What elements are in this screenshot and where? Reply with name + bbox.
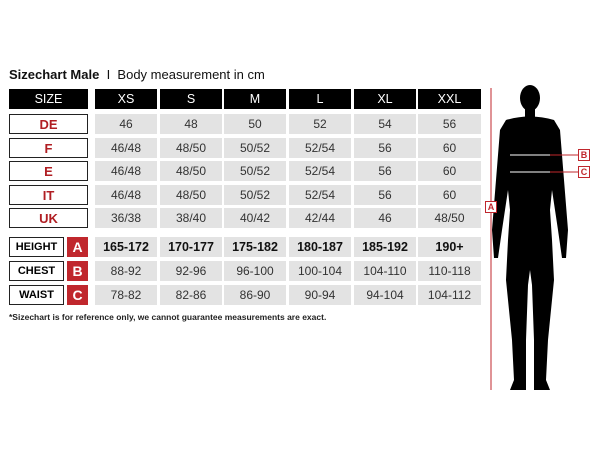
size-system-label: E (9, 161, 88, 181)
size-cell: 48/50 (160, 161, 222, 181)
measurement-cell: 104-112 (418, 285, 481, 305)
size-header-cell: M (224, 89, 286, 109)
measurement-cell: 88-92 (95, 261, 157, 281)
measurement-cell: 96-100 (224, 261, 286, 281)
measurement-cell: 175-182 (224, 237, 286, 257)
measurement-label: WAIST (9, 285, 64, 305)
size-header-cell: XS (95, 89, 157, 109)
measurement-cell: 165-172 (95, 237, 157, 257)
size-cell: 46/48 (95, 185, 157, 205)
size-cell: 56 (354, 161, 416, 181)
measurement-letter-badge: C (67, 285, 88, 305)
measurement-label: CHEST (9, 261, 64, 281)
size-cell: 42/44 (289, 208, 351, 228)
size-cell: 50/52 (224, 161, 286, 181)
marker-a-height: A (485, 201, 497, 213)
size-cell: 52/54 (289, 185, 351, 205)
page-title: Sizechart Male I Body measurement in cm (9, 67, 265, 82)
footnote: *Sizechart is for reference only, we can… (9, 312, 327, 322)
size-header-cell: XL (354, 89, 416, 109)
marker-c-waist: C (578, 166, 590, 178)
size-cell: 56 (354, 185, 416, 205)
size-cell: 52/54 (289, 161, 351, 181)
size-cell: 48 (160, 114, 222, 134)
size-system-label: UK (9, 208, 88, 228)
measurement-cell: 170-177 (160, 237, 222, 257)
measurement-cell: 110-118 (418, 261, 481, 281)
size-header-cell: XXL (418, 89, 481, 109)
body-silhouette-figure (490, 85, 578, 390)
size-system-label: DE (9, 114, 88, 134)
size-cell: 60 (418, 138, 481, 158)
marker-b-chest: B (578, 149, 590, 161)
size-header-cell: S (160, 89, 222, 109)
size-cell: 50 (224, 114, 286, 134)
size-cell: 48/50 (418, 208, 481, 228)
size-cell: 46/48 (95, 138, 157, 158)
measurement-label: HEIGHT (9, 237, 64, 257)
size-cell: 46 (354, 208, 416, 228)
size-cell: 52/54 (289, 138, 351, 158)
measurement-cell: 104-110 (354, 261, 416, 281)
measurement-cell: 92-96 (160, 261, 222, 281)
size-cell: 46/48 (95, 161, 157, 181)
size-cell: 46 (95, 114, 157, 134)
size-cell: 60 (418, 161, 481, 181)
size-system-label: F (9, 138, 88, 158)
size-cell: 54 (354, 114, 416, 134)
size-header: SIZE (9, 89, 88, 109)
measurement-cell: 94-104 (354, 285, 416, 305)
measurement-cell: 180-187 (289, 237, 351, 257)
measurement-cell: 78-82 (95, 285, 157, 305)
measurement-cell: 190+ (418, 237, 481, 257)
measurement-cell: 82-86 (160, 285, 222, 305)
measurement-cell: 90-94 (289, 285, 351, 305)
size-header-cell: L (289, 89, 351, 109)
size-cell: 60 (418, 185, 481, 205)
size-cell: 50/52 (224, 138, 286, 158)
measurement-letter-badge: B (67, 261, 88, 281)
measurement-cell: 185-192 (354, 237, 416, 257)
size-cell: 48/50 (160, 185, 222, 205)
measurement-letter-badge: A (67, 237, 88, 257)
size-cell: 40/42 (224, 208, 286, 228)
size-cell: 36/38 (95, 208, 157, 228)
size-system-label: IT (9, 185, 88, 205)
size-cell: 52 (289, 114, 351, 134)
size-cell: 48/50 (160, 138, 222, 158)
size-cell: 56 (354, 138, 416, 158)
size-cell: 38/40 (160, 208, 222, 228)
size-cell: 50/52 (224, 185, 286, 205)
size-cell: 56 (418, 114, 481, 134)
measurement-cell: 86-90 (224, 285, 286, 305)
measurement-cell: 100-104 (289, 261, 351, 281)
